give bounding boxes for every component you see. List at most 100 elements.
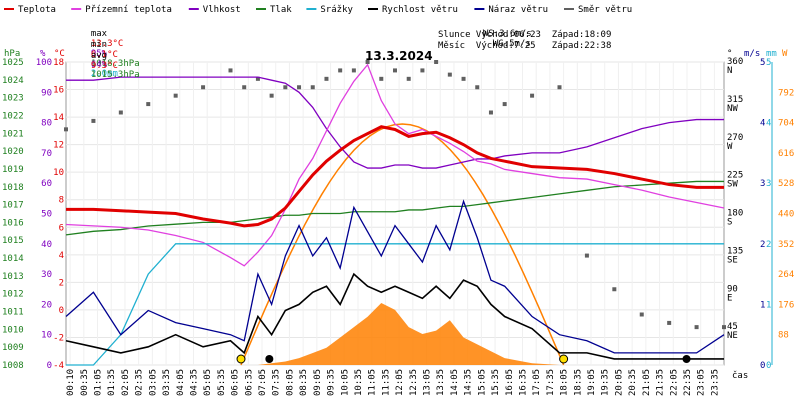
c-tick-label: 0 <box>59 306 64 316</box>
sunset-marker <box>559 354 569 364</box>
hpa-tick-label: 1008 <box>2 361 24 371</box>
wind-dir-point <box>91 118 96 123</box>
stats-avg-temp: 9.3°C <box>90 61 118 71</box>
series-solar-area <box>66 303 724 365</box>
x-tick-label: 23:35 <box>710 369 720 396</box>
c-tick-label: -2 <box>53 333 64 343</box>
stats-avg: avg 9.3°C <box>80 41 118 71</box>
wind-dir-point <box>146 102 151 107</box>
x-tick-label: 18:05 <box>560 369 570 396</box>
hpa-tick-label: 1009 <box>2 343 24 353</box>
stats-min-hum: 64% <box>90 60 108 70</box>
hpa-tick-label: 1010 <box>2 325 24 335</box>
x-tick-label: 20:05 <box>614 369 624 396</box>
x-tick-label: 01:05 <box>94 369 104 396</box>
ms-tick-label: 4 <box>760 119 765 129</box>
pct-tick-label: 10 <box>41 331 52 341</box>
wind-dir-point <box>584 253 589 258</box>
x-tick-label: 03:05 <box>148 369 158 396</box>
w-tick-label: 792 <box>778 88 794 98</box>
series-line-přízemní-teplota <box>65 63 725 267</box>
legend-label-0: Teplota <box>18 5 56 15</box>
x-tick-label: 16:35 <box>518 369 528 396</box>
w-tick-label: 264 <box>778 270 794 280</box>
dir-tick-label: NE <box>727 331 738 341</box>
mm-tick-label: 1 <box>766 300 771 310</box>
x-tick-label: 12:05 <box>395 369 405 396</box>
dir-tick-label: NW <box>727 104 738 114</box>
wind-dir-point <box>393 68 397 73</box>
dir-tick-label: 180 <box>727 209 743 219</box>
ms-tick-label: 5 <box>760 58 765 68</box>
x-tick-label: 22:05 <box>669 369 679 396</box>
stats-max-press: 1018.3hPa <box>90 59 140 69</box>
x-tick-label: 08:05 <box>285 369 295 396</box>
x-tick-label: 00:10 <box>66 369 76 396</box>
hpa-tick-label: 1019 <box>2 165 24 175</box>
x-tick-label: 10:35 <box>354 369 364 396</box>
x-tick-label: 23:05 <box>697 369 707 396</box>
wind-dir-point <box>434 60 439 64</box>
stats-min: min 6.1°C 64% 1015.3hPa <box>80 30 140 80</box>
sun-arc <box>240 123 565 366</box>
series-line-náraz-větru <box>65 199 725 354</box>
c-tick-label: 18 <box>53 58 64 68</box>
hpa-tick-label: 1023 <box>2 94 24 104</box>
series-line-rychlost-větru <box>65 272 724 360</box>
dir-tick-label: 45 <box>727 322 738 332</box>
hpa-unit: hPa <box>4 49 20 59</box>
c-tick-label: 4 <box>59 251 64 261</box>
hpa-tick-label: 1014 <box>2 254 24 264</box>
x-tick-label: 21:35 <box>656 369 666 396</box>
dir-tick-label: S <box>727 218 732 228</box>
stats-min-label: min <box>90 40 108 50</box>
x-tick-label: 19:05 <box>587 369 597 396</box>
x-tick-label: 15:35 <box>491 369 501 396</box>
deg-unit: ° <box>727 49 732 59</box>
wind-dir-point <box>64 127 68 132</box>
x-tick-label: 13:05 <box>423 369 433 396</box>
ms-tick-label: 2 <box>760 240 765 250</box>
x-tick-label: 11:05 <box>368 369 378 396</box>
dir-tick-label: SE <box>727 255 738 265</box>
x-tick-label: 17:35 <box>546 369 556 396</box>
c-tick-label: 8 <box>59 196 64 206</box>
series-line-teplota <box>66 125 724 228</box>
series-line-vlhkost <box>66 76 724 169</box>
dir-tick-label: 360 <box>727 57 743 67</box>
wind-dir-point <box>406 76 411 81</box>
pct-tick-label: 50 <box>41 210 52 220</box>
x-tick-label: 14:05 <box>450 369 460 396</box>
wind-speed-stat: WS:3.6m/s <box>482 29 532 39</box>
wind-dir-point <box>488 110 493 115</box>
wind-dir-point <box>269 93 274 98</box>
pct-tick-label: 70 <box>41 149 52 159</box>
wind-dir-point <box>694 325 699 330</box>
pct-tick-label: 60 <box>41 179 52 189</box>
x-tick-label: 06:05 <box>231 369 241 396</box>
x-tick-label: 13:35 <box>436 369 446 396</box>
ms-unit: m/s <box>744 49 760 59</box>
w-tick-label: 704 <box>778 119 794 129</box>
legend-label-7: Směr větru <box>578 5 632 15</box>
wind-dir-point <box>530 93 535 98</box>
x-tick-label: 18:35 <box>573 369 583 396</box>
x-tick-label: 05:35 <box>217 369 227 396</box>
x-tick-label: 21:05 <box>642 369 652 396</box>
w-tick-label: 440 <box>778 210 794 220</box>
x-tick-label: 02:35 <box>135 369 145 396</box>
c-tick-label: 6 <box>59 223 64 233</box>
w-unit: W <box>782 49 788 59</box>
wind-dir-point <box>722 325 726 330</box>
hpa-tick-label: 1016 <box>2 218 24 228</box>
wind-dir-point <box>420 68 425 73</box>
x-tick-label: 04:35 <box>189 369 199 396</box>
legend-label-5: Rychlost větru <box>382 5 458 15</box>
x-tick-label: 11:35 <box>381 369 391 396</box>
x-tick-label: 09:05 <box>313 369 323 396</box>
sun-times: Slunce Východ:06:23 Západ:18:09 <box>438 30 612 40</box>
hpa-tick-label: 1013 <box>2 272 24 282</box>
wind-dir-point <box>118 110 123 115</box>
ms-tick-label: 1 <box>760 300 765 310</box>
sunrise-marker <box>236 354 246 364</box>
